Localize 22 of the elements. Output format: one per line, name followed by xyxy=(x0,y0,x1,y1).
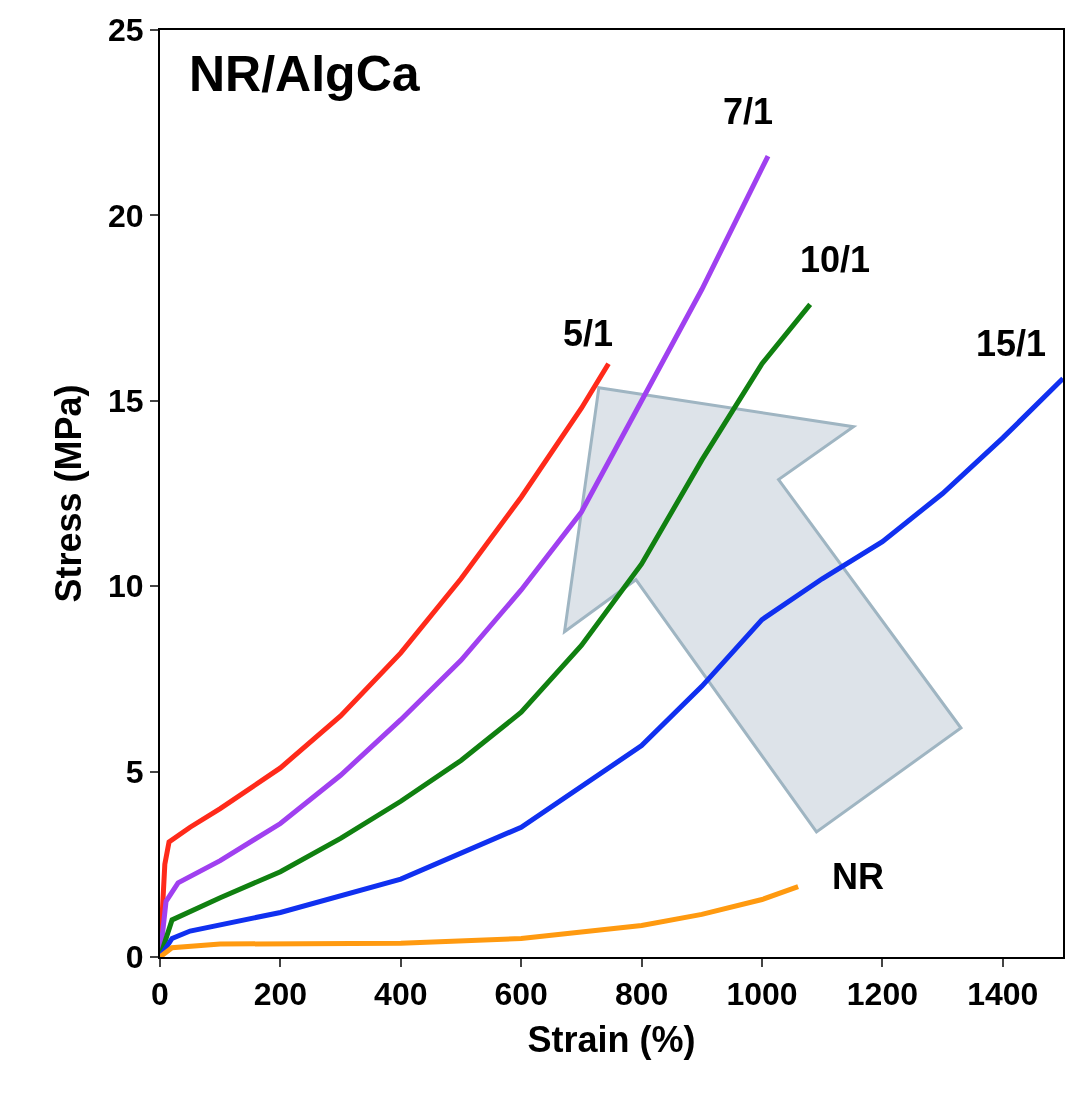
y-tick-label: 15 xyxy=(108,383,144,419)
x-tick-label: 1400 xyxy=(967,976,1039,1013)
x-tick-label: 200 xyxy=(253,976,308,1013)
y-tick-label: 25 xyxy=(108,12,144,49)
x-tick-label: 400 xyxy=(374,976,428,1013)
y-tick-label: 0 xyxy=(125,939,144,976)
y-tick-label: 5 xyxy=(125,753,144,790)
chart-title: NR/AlgCa xyxy=(189,46,421,102)
x-tick-label: 800 xyxy=(614,976,669,1013)
x-tick-label: 1200 xyxy=(846,976,918,1013)
series-label: 15/1 xyxy=(976,323,1047,364)
x-tick-label: 1000 xyxy=(726,976,798,1013)
x-axis-title: Strain (%) xyxy=(527,1018,696,1060)
series-label: NR xyxy=(832,856,884,897)
series-label: 5/1 xyxy=(563,313,614,354)
x-tick-label: 0 xyxy=(151,976,169,1013)
y-tick-label: 10 xyxy=(108,568,144,605)
series-label: 10/1 xyxy=(800,239,871,280)
y-tick-label: 20 xyxy=(108,197,144,234)
y-axis-title: Stress (MPa) xyxy=(48,384,90,603)
series-label: 7/1 xyxy=(723,91,774,132)
x-tick-label: 600 xyxy=(494,976,548,1013)
